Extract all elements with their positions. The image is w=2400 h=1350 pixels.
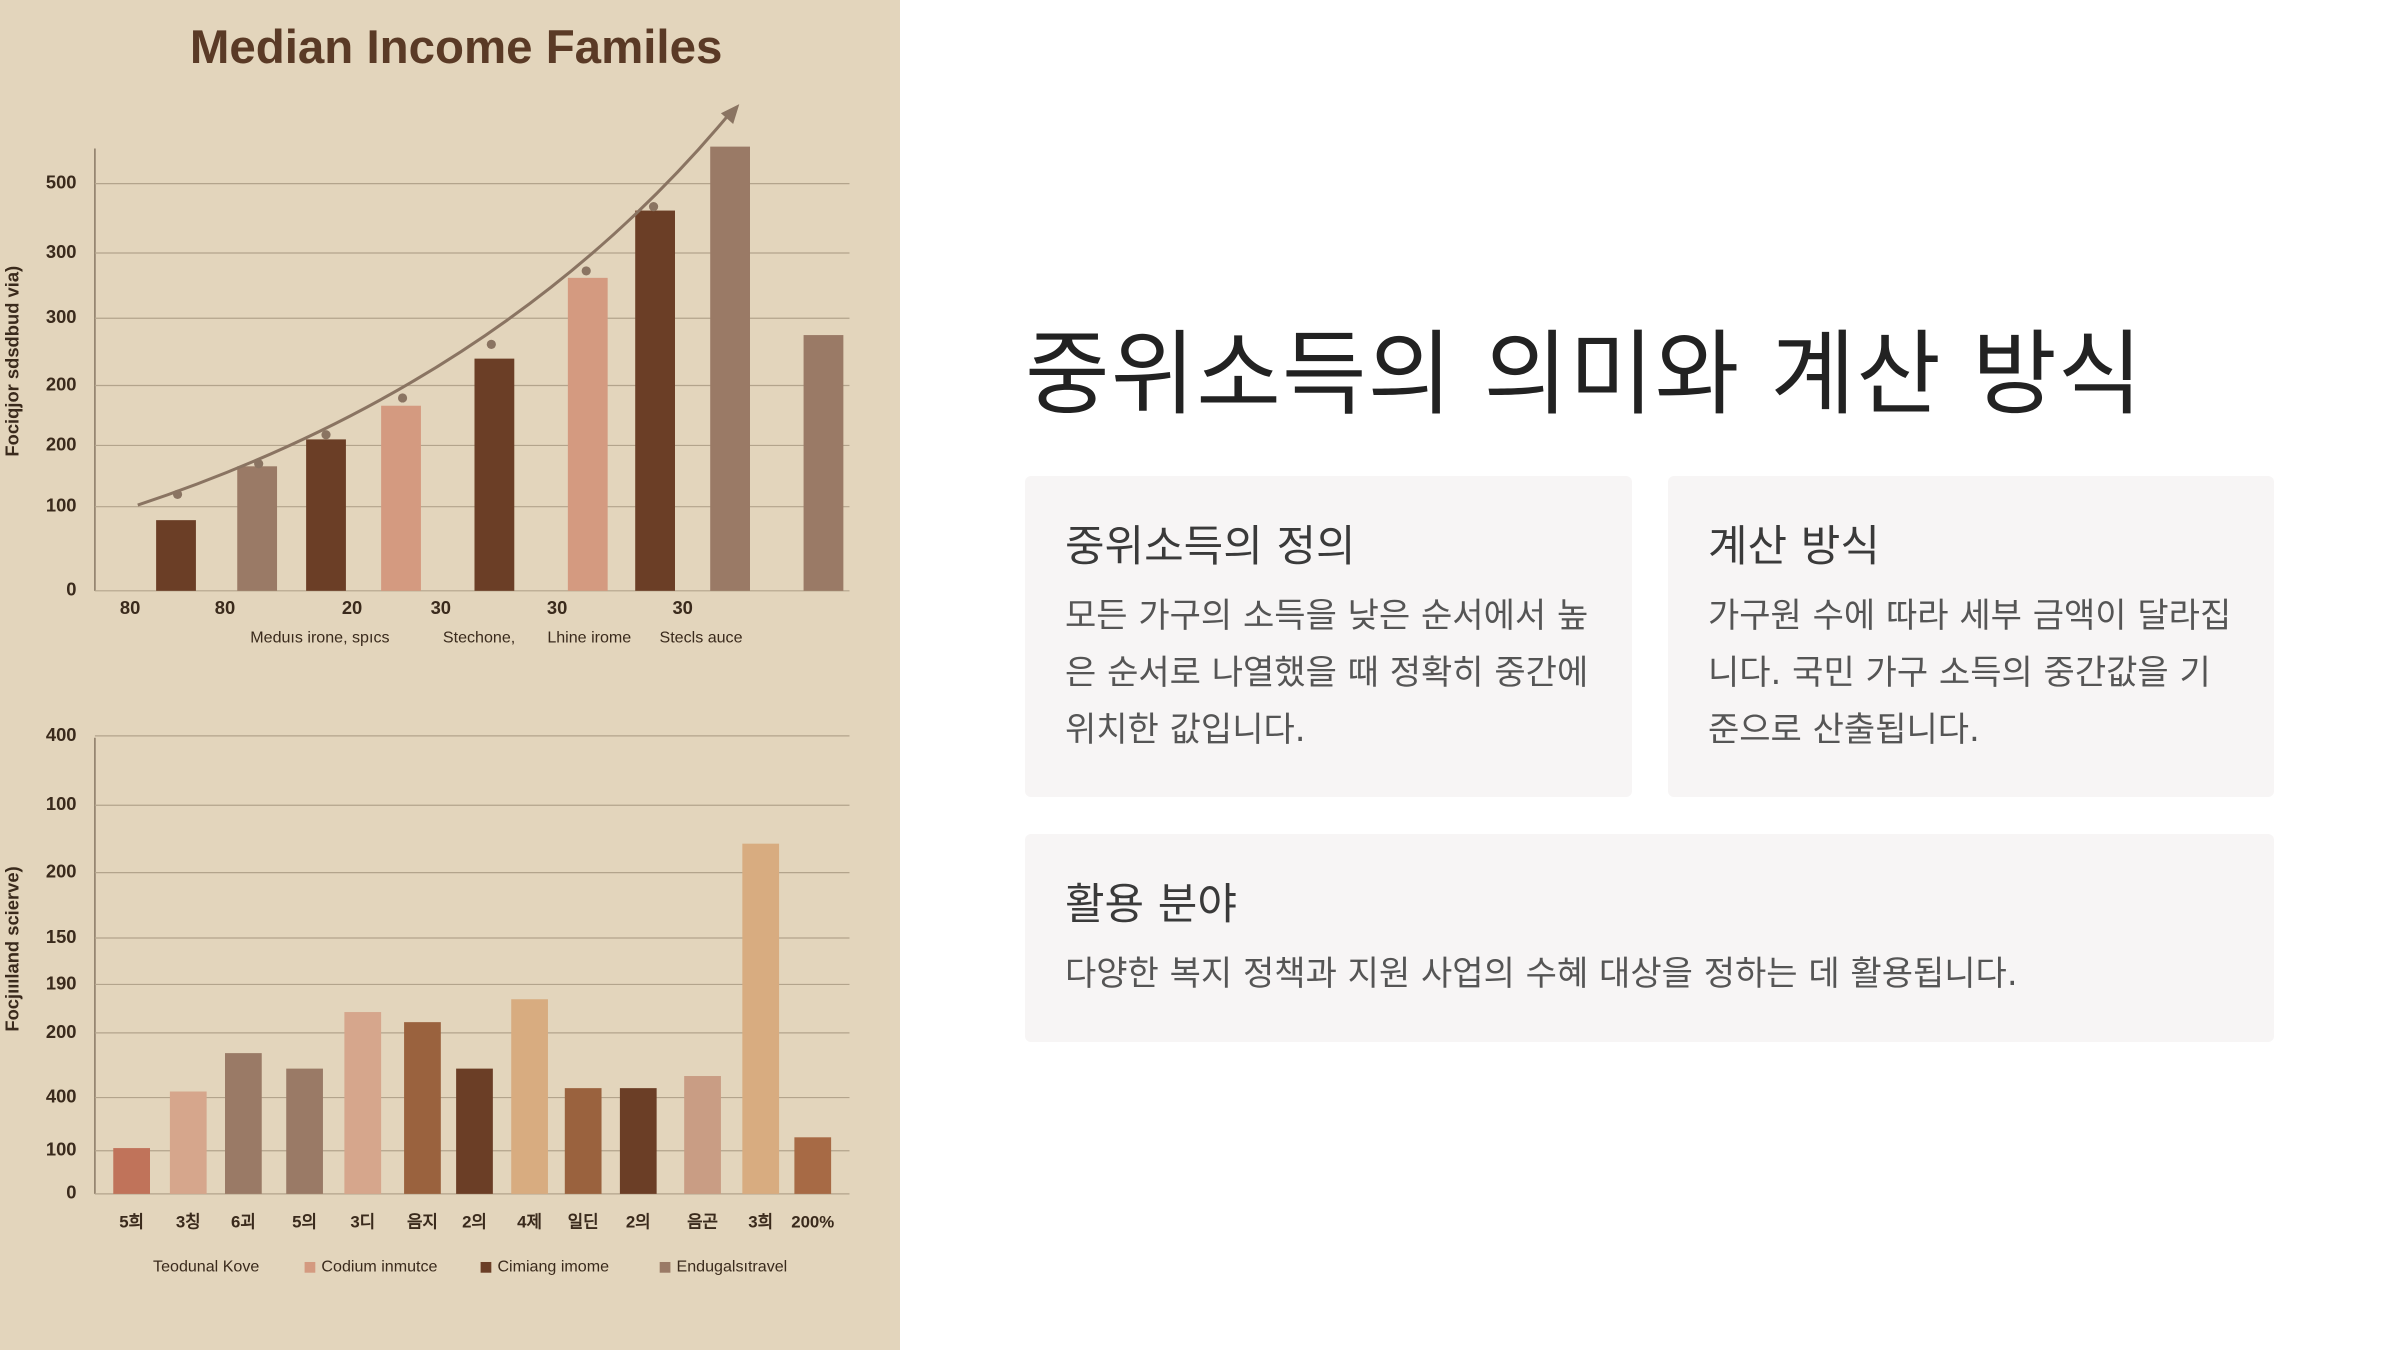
x-tick-label: 80 xyxy=(215,597,235,618)
bar xyxy=(237,466,278,591)
bar xyxy=(742,843,780,1194)
card: 중위소득의 정의 모든 가구의 소득을 낮은 순서에서 높은 순서로 나열했을 … xyxy=(1025,476,1632,797)
card: 활용 분야 다양한 복지 정책과 지원 사업의 수혜 대상을 정하는 데 활용됩… xyxy=(1025,834,2274,1042)
y-tick-label: 400 xyxy=(46,1085,77,1106)
bar xyxy=(684,1076,721,1194)
bar xyxy=(635,210,675,591)
legend-swatch xyxy=(480,1261,492,1273)
bar xyxy=(710,146,750,591)
legend-label: Endugalsıtravel xyxy=(677,1258,788,1276)
y-tick-label: 100 xyxy=(46,1139,77,1160)
y-tick-label: 300 xyxy=(46,306,77,327)
x-tick-label: 5희 xyxy=(119,1212,144,1231)
bar xyxy=(511,999,548,1194)
bar xyxy=(474,358,515,591)
y-tick-label: 300 xyxy=(46,241,77,262)
bar xyxy=(381,405,421,591)
y-tick-label: 200 xyxy=(46,860,77,881)
y-tick-label: 100 xyxy=(46,495,77,516)
y-axis-label: Fociqjor sdsdbud via) xyxy=(2,266,23,457)
legend-label: Teodunal Kove xyxy=(153,1258,259,1276)
bar xyxy=(619,1088,657,1194)
bar xyxy=(344,1012,382,1194)
x-tick-label: 80 xyxy=(120,597,140,618)
x-tick-label: 4제 xyxy=(517,1212,542,1231)
bar xyxy=(306,439,346,591)
trend-arrow xyxy=(720,104,740,124)
bar xyxy=(286,1068,323,1194)
slide-title: 중위소득의 의미와 계산 방식 xyxy=(1025,321,2144,428)
bar xyxy=(456,1068,493,1194)
y-tick-label: 200 xyxy=(46,433,77,454)
x-sublabel: Stecls auce xyxy=(659,629,742,647)
card-heading: 활용 분야 xyxy=(1065,880,1237,930)
card-heading: 계산 방식 xyxy=(1708,522,1880,572)
x-tick-label: 30 xyxy=(547,597,567,618)
x-tick-label: 3칭 xyxy=(176,1212,201,1231)
x-tick-label: 2의 xyxy=(462,1212,487,1231)
card-body: 다양한 복지 정책과 지원 사업의 수혜 대상을 정하는 데 활용됩니다. xyxy=(1065,954,2018,994)
trend-dot xyxy=(254,459,264,469)
bar xyxy=(567,277,608,591)
bar xyxy=(803,335,844,591)
x-tick-label: 30 xyxy=(672,597,692,618)
bar xyxy=(404,1022,441,1194)
y-tick-label: 150 xyxy=(46,926,77,947)
charts: Median Income Familes 010020020030030050… xyxy=(2,21,850,1276)
legend-swatch xyxy=(304,1261,316,1273)
x-tick-label: 20 xyxy=(342,597,362,618)
y-tick-label: 100 xyxy=(46,793,77,814)
trend-dot xyxy=(581,266,591,276)
y-tick-label: 200 xyxy=(46,373,77,394)
y-tick-label: 190 xyxy=(46,972,77,993)
x-tick-label: 음곤 xyxy=(687,1212,718,1231)
card: 계산 방식 가구원 수에 따라 세부 금액이 달라집니다. 국민 가구 소득의 … xyxy=(1668,476,2274,797)
y-axis-label: Focjıııland scierve) xyxy=(2,866,23,1031)
bar xyxy=(794,1137,832,1194)
bar xyxy=(156,520,196,591)
x-tick-label: 3디 xyxy=(350,1212,375,1231)
y-tick-label: 500 xyxy=(46,171,77,192)
trend-dot xyxy=(648,202,659,212)
card-body: 모든 가구의 소득을 낮은 순서에서 높은 순서로 나열했을 때 정확히 중간에… xyxy=(1065,596,1589,750)
y-tick-label: 0 xyxy=(66,1182,76,1203)
x-tick-label: 30 xyxy=(431,597,451,618)
legend-label: Codium inmutce xyxy=(321,1258,437,1276)
y-tick-label: 0 xyxy=(66,579,76,600)
x-sublabel: Lhine irome xyxy=(547,629,631,647)
bar xyxy=(225,1053,262,1194)
x-tick-label: 음지 xyxy=(407,1212,438,1231)
chart-image: Median Income Familes 0 100 200 200 300 300 50… xyxy=(0,0,900,1350)
trend-dot xyxy=(486,339,496,349)
x-sublabel: Stechone, xyxy=(443,629,515,647)
trend-line xyxy=(137,113,730,507)
trend-dot xyxy=(321,430,331,440)
x-tick-label: 3희 xyxy=(748,1212,773,1231)
card-body: 가구원 수에 따라 세부 금액이 달라집니다. 국민 가구 소득의 중간값을 기… xyxy=(1708,596,2232,750)
y-tick-label: 400 xyxy=(46,724,77,745)
chart-title: Median Income Familes xyxy=(190,21,723,74)
legend-label: Cimiang imome xyxy=(497,1258,609,1276)
trend-dot xyxy=(172,489,183,499)
x-tick-label: 200% xyxy=(791,1212,834,1231)
bar xyxy=(113,1148,150,1194)
legend-swatch xyxy=(659,1261,671,1273)
x-tick-label: 5의 xyxy=(292,1212,317,1231)
trend-dot xyxy=(397,393,408,403)
bar xyxy=(169,1091,207,1194)
card-heading: 중위소득의 정의 xyxy=(1065,522,1356,572)
x-tick-label: 6괴 xyxy=(231,1212,256,1231)
y-tick-label: 200 xyxy=(46,1021,77,1042)
x-sublabel: Meduıs irone, spıcs xyxy=(250,629,389,647)
x-tick-label: 2의 xyxy=(626,1212,651,1231)
x-tick-label: 일딘 xyxy=(568,1212,599,1231)
bar xyxy=(564,1088,602,1194)
